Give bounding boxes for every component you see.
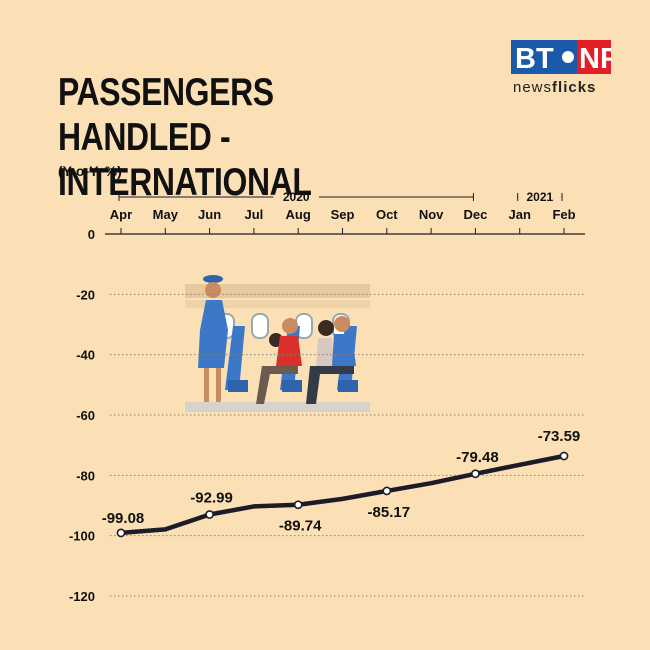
data-point <box>559 451 569 461</box>
y-tick-label: -80 <box>76 468 95 483</box>
attendant-leg <box>216 368 221 402</box>
passenger-head <box>334 316 350 332</box>
attendant-leg <box>204 368 209 402</box>
x-tick-label: Feb <box>552 207 575 222</box>
year-label: 2021 <box>526 190 553 204</box>
series <box>116 451 569 538</box>
grid: 0 -20 -40 -60 -80 -100 -120 <box>69 227 585 604</box>
logo-tagline: newsflicks <box>513 79 596 96</box>
data-point <box>116 528 126 538</box>
logo-bt: BT <box>515 43 554 75</box>
btnf-logo: BT NF newsflicks <box>511 40 611 96</box>
logo-red-block <box>577 40 611 74</box>
y-tick-label: -120 <box>69 589 95 604</box>
x-tick-label: Sep <box>331 207 355 222</box>
passenger-blue-shirt <box>332 334 356 366</box>
seat-cushion <box>228 380 248 392</box>
data-label: -92.99 <box>190 490 233 507</box>
seat-cushion <box>282 380 302 392</box>
passenger-head <box>318 320 334 336</box>
data-label: -85.17 <box>368 504 411 521</box>
passenger-legs <box>256 366 298 404</box>
passenger-white-shirt <box>316 338 334 366</box>
cabin-illustration <box>185 275 370 412</box>
y-tick-label: -40 <box>76 348 95 363</box>
data-point <box>470 469 480 479</box>
passenger-head <box>282 318 298 334</box>
passenger-red-shirt <box>276 336 302 366</box>
series-line <box>118 453 567 536</box>
cabin-floor <box>185 402 370 412</box>
x-tick-label: Jan <box>508 207 530 222</box>
y-tick-label: -100 <box>69 529 95 544</box>
year-brackets: 2020 2021 <box>118 190 563 204</box>
year-label: 2020 <box>283 190 310 204</box>
data-label: -99.08 <box>102 510 145 527</box>
data-label: -89.74 <box>279 518 322 535</box>
logo-dot-icon <box>562 51 574 63</box>
x-tick-label: Apr <box>110 207 132 222</box>
seat <box>225 326 245 390</box>
passenger-legs <box>306 366 354 404</box>
seat-cushion <box>338 380 358 392</box>
window <box>251 313 269 339</box>
cabin-wall <box>185 300 370 308</box>
data-label: -73.59 <box>538 428 581 445</box>
y-tick-label: 0 <box>88 227 95 242</box>
data-point <box>293 500 303 510</box>
y-tick-label: -60 <box>76 408 95 423</box>
x-axis: Apr May Jun Jul Aug Sep Oct Nov Dec Jan Feb <box>105 207 585 235</box>
data-point <box>205 510 214 519</box>
attendant-head <box>205 282 221 298</box>
chart-subtitle: (Y-o-Y, %) <box>58 163 122 179</box>
data-label: -79.48 <box>456 449 499 466</box>
x-tick-label: Jul <box>245 207 264 222</box>
y-tick-label: -20 <box>76 287 95 302</box>
x-tick-label: Oct <box>376 207 398 222</box>
attendant-uniform <box>198 300 228 368</box>
x-tick-label: Jun <box>198 207 221 222</box>
data-point <box>382 486 392 496</box>
x-tick-label: Aug <box>286 207 311 222</box>
x-tick-label: May <box>153 207 179 222</box>
x-tick-label: Nov <box>419 207 444 222</box>
logo-nf: NF <box>579 43 611 75</box>
attendant-hat <box>203 275 223 283</box>
data-labels: -99.08 -92.99 -89.74 -85.17 -79.48 -73.59 <box>102 428 581 535</box>
x-tick-label: Dec <box>463 207 487 222</box>
